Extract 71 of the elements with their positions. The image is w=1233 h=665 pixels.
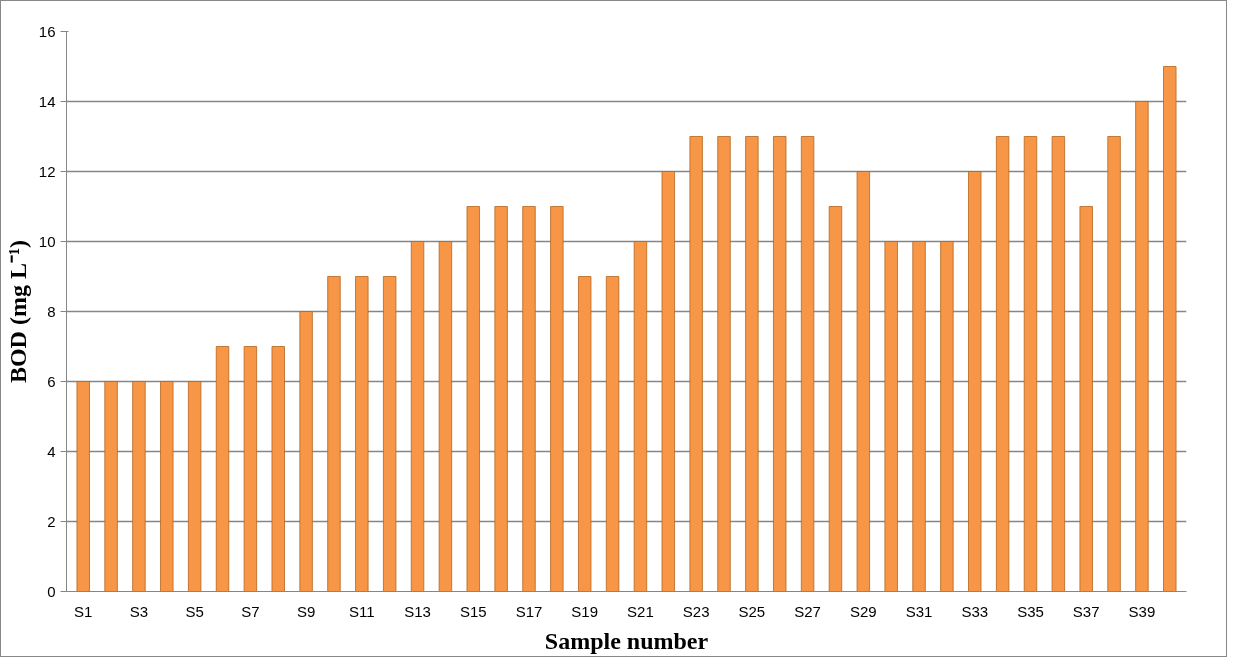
y-tick-label: 6 bbox=[47, 372, 56, 390]
bar bbox=[856, 171, 870, 592]
bar bbox=[522, 206, 536, 592]
x-tick-label: S25 bbox=[738, 602, 766, 620]
x-tick-label: S3 bbox=[129, 602, 149, 620]
bar bbox=[187, 381, 202, 592]
bar bbox=[745, 136, 759, 592]
x-tick-label: S33 bbox=[961, 602, 989, 620]
bar bbox=[466, 206, 480, 592]
bar bbox=[76, 381, 90, 592]
x-axis-title: Sample number bbox=[544, 627, 709, 654]
x-tick-label: S9 bbox=[296, 602, 316, 620]
x-tick-label: S29 bbox=[849, 602, 877, 620]
bar bbox=[689, 136, 703, 592]
x-tick-label: S11 bbox=[349, 602, 375, 620]
bar bbox=[160, 381, 174, 592]
y-axis-title: BOD (mg L⁻¹) bbox=[4, 239, 31, 384]
bar bbox=[578, 276, 592, 592]
bar bbox=[550, 206, 564, 592]
bar bbox=[661, 171, 675, 592]
bar bbox=[1051, 136, 1066, 592]
x-tick-label: S15 bbox=[459, 602, 487, 620]
x-tick-label: S1 bbox=[74, 602, 93, 620]
x-tick-label: S21 bbox=[627, 602, 654, 620]
y-tick-label: 10 bbox=[38, 232, 56, 250]
bar bbox=[243, 346, 258, 592]
bar bbox=[383, 276, 397, 592]
bar bbox=[327, 276, 341, 592]
bar bbox=[773, 136, 787, 592]
bar bbox=[912, 241, 926, 592]
bar bbox=[800, 136, 815, 592]
y-tick-label: 14 bbox=[38, 92, 56, 110]
bar bbox=[940, 241, 954, 592]
bar bbox=[968, 171, 982, 592]
bar bbox=[995, 136, 1010, 592]
bar bbox=[271, 346, 285, 592]
y-tick-label: 8 bbox=[47, 302, 56, 320]
x-tick-label: S27 bbox=[794, 602, 821, 620]
y-tick-label: 4 bbox=[47, 442, 56, 460]
bar bbox=[215, 346, 230, 592]
bar bbox=[828, 206, 843, 592]
x-tick-label: S23 bbox=[682, 602, 710, 620]
bar bbox=[884, 241, 898, 592]
y-tick-label: 16 bbox=[38, 22, 56, 40]
y-tick-label: 0 bbox=[47, 582, 56, 600]
bar bbox=[1107, 136, 1121, 592]
bar bbox=[633, 241, 648, 592]
bar bbox=[717, 136, 731, 592]
bar bbox=[132, 381, 146, 592]
x-tick-label: S13 bbox=[404, 602, 431, 620]
bar bbox=[605, 276, 620, 592]
x-tick-label: S39 bbox=[1128, 602, 1156, 620]
x-tick-label: S37 bbox=[1072, 602, 1100, 620]
bar bbox=[1163, 66, 1177, 592]
bar bbox=[1023, 136, 1038, 592]
bar bbox=[1135, 101, 1149, 592]
x-tick-label: S31 bbox=[905, 602, 933, 620]
x-tick-label: S17 bbox=[515, 602, 543, 620]
y-tick-label: 12 bbox=[38, 162, 56, 180]
bar bbox=[355, 276, 369, 592]
x-tick-label: S19 bbox=[571, 602, 599, 620]
bar bbox=[410, 241, 425, 592]
bar bbox=[438, 241, 453, 592]
x-tick-label: S35 bbox=[1017, 602, 1044, 620]
bar bbox=[494, 206, 508, 592]
y-tick-label: 2 bbox=[47, 512, 56, 530]
x-tick-label: S7 bbox=[241, 602, 260, 620]
bar bbox=[104, 381, 118, 592]
x-tick-label: S5 bbox=[185, 602, 204, 620]
bar bbox=[1079, 206, 1093, 592]
bar bbox=[299, 311, 313, 592]
